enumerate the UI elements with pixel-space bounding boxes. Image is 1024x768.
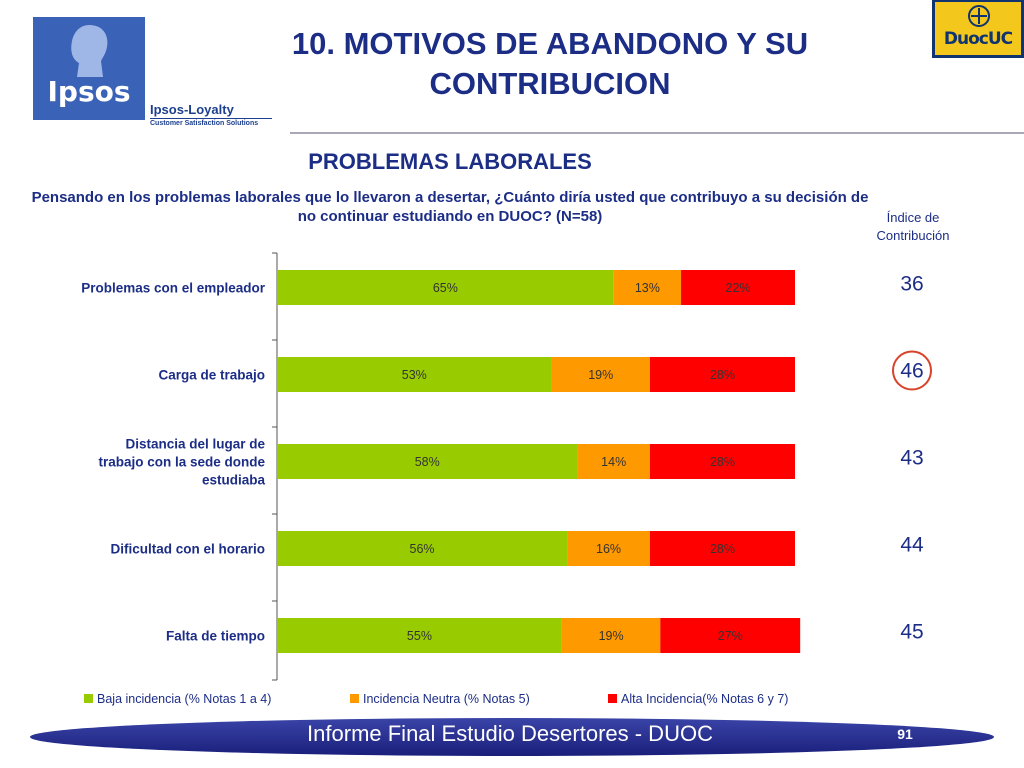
category-label-line: trabajo con la sede donde xyxy=(98,455,265,470)
bar-segment-3 xyxy=(649,357,795,392)
bar-segment-3 xyxy=(681,270,795,305)
category-label: Dificultad con el horario xyxy=(110,542,265,557)
ipsos-logo: Ipsos xyxy=(33,17,145,120)
contribution-index-value: 43 xyxy=(900,447,923,470)
legend-swatch xyxy=(84,694,93,703)
stacked-bar-chart: Problemas con el empleador 65% 13% 22% 36 Car… xyxy=(81,252,932,706)
legend-label: Baja incidencia (% Notas 1 a 4) xyxy=(97,692,271,706)
category-label-line: Carga de trabajo xyxy=(158,368,265,383)
duoc-logo-text: DuocUC xyxy=(943,29,1013,49)
contribution-index-value: 36 xyxy=(900,273,923,296)
category-label-line: Distancia del lugar de xyxy=(125,437,265,452)
data-label: 19% xyxy=(588,368,613,382)
bar-segment-2 xyxy=(567,531,650,566)
contribution-index-header: Índice de Contribución xyxy=(876,210,950,243)
legend-label: Alta Incidencia(% Notas 6 y 7) xyxy=(621,692,788,706)
crest-icon xyxy=(968,5,990,27)
data-label: 53% xyxy=(402,368,427,382)
data-label: 28% xyxy=(710,368,735,382)
bar-segment-2 xyxy=(613,270,682,305)
ipsos-logo-text: Ipsos xyxy=(47,75,131,108)
chart-legend: Baja incidencia (% Notas 1 a 4) Incidenci… xyxy=(84,692,788,706)
bar-segment-1 xyxy=(277,531,568,566)
data-label: 14% xyxy=(601,455,626,469)
data-label: 13% xyxy=(635,281,660,295)
data-label: 55% xyxy=(407,629,432,643)
legend-label: Incidencia Neutra (% Notas 5) xyxy=(363,692,530,706)
category-label: Falta de tiempo xyxy=(166,629,265,644)
category-label: Distancia del lugar de trabajo con la sed… xyxy=(98,437,265,488)
survey-question: Pensando en los problemas laborales que … xyxy=(31,189,869,225)
ipsos-loyalty-logo: Ipsos-Loyalty Customer Satisfaction Solu… xyxy=(150,102,280,127)
contribution-index-value: 46 xyxy=(900,360,923,383)
highlight-circle xyxy=(892,350,932,391)
category-label-line: Problemas con el empleador xyxy=(81,281,266,296)
page-number: 91 xyxy=(897,726,913,742)
data-label: 28% xyxy=(710,455,735,469)
chart-heading: PROBLEMAS LABORALES xyxy=(308,149,592,174)
data-label: 19% xyxy=(599,629,624,643)
data-label: 27% xyxy=(718,629,743,643)
bar-segment-2 xyxy=(577,444,650,479)
ipsos-loyalty-text: Ipsos-Loyalty xyxy=(150,102,234,117)
category-label-line: estudiaba xyxy=(202,473,266,488)
bar-segment-3 xyxy=(649,444,795,479)
bar-segment-3 xyxy=(660,618,801,653)
duoc-logo-background: DuocUC xyxy=(935,2,1021,55)
category-label: Problemas con el empleador xyxy=(81,281,266,296)
data-label: 28% xyxy=(710,542,735,556)
head-silhouette-icon xyxy=(71,25,108,77)
legend-swatch xyxy=(350,694,359,703)
data-label: 16% xyxy=(596,542,621,556)
bar-segment-1 xyxy=(277,270,614,305)
footer-text: Informe Final Estudio Desertores - DUOC xyxy=(307,721,713,746)
page-title: 10. MOTIVOS DE ABANDONO Y SU CONTRIBUCIO… xyxy=(291,26,809,101)
bar-segment-1 xyxy=(277,444,578,479)
footer-band xyxy=(30,718,994,756)
category-label-line: Falta de tiempo xyxy=(166,629,265,644)
data-label: 22% xyxy=(726,281,751,295)
legend-swatch xyxy=(608,694,617,703)
bar-segment-1 xyxy=(277,357,552,392)
bar-segment-3 xyxy=(649,531,795,566)
bar-segment-2 xyxy=(551,357,650,392)
ipsos-loyalty-tagline: Customer Satisfaction Solutions xyxy=(150,120,259,127)
contribution-index-value: 44 xyxy=(900,534,924,557)
logo-rule xyxy=(150,118,272,119)
bar-segment-1 xyxy=(277,618,562,653)
bar-segment-2 xyxy=(561,618,661,653)
data-label: 65% xyxy=(433,281,458,295)
category-label-line: Dificultad con el horario xyxy=(110,542,265,557)
category-label: Carga de trabajo xyxy=(158,368,265,383)
duoc-logo: DuocUC xyxy=(932,0,1024,58)
contribution-index-value: 45 xyxy=(900,621,923,644)
chart-plot-area: Problemas con el empleador 65% 13% 22% 36 Car… xyxy=(81,252,932,681)
data-label: 58% xyxy=(415,455,440,469)
data-label: 56% xyxy=(410,542,435,556)
header-divider xyxy=(290,132,1024,134)
